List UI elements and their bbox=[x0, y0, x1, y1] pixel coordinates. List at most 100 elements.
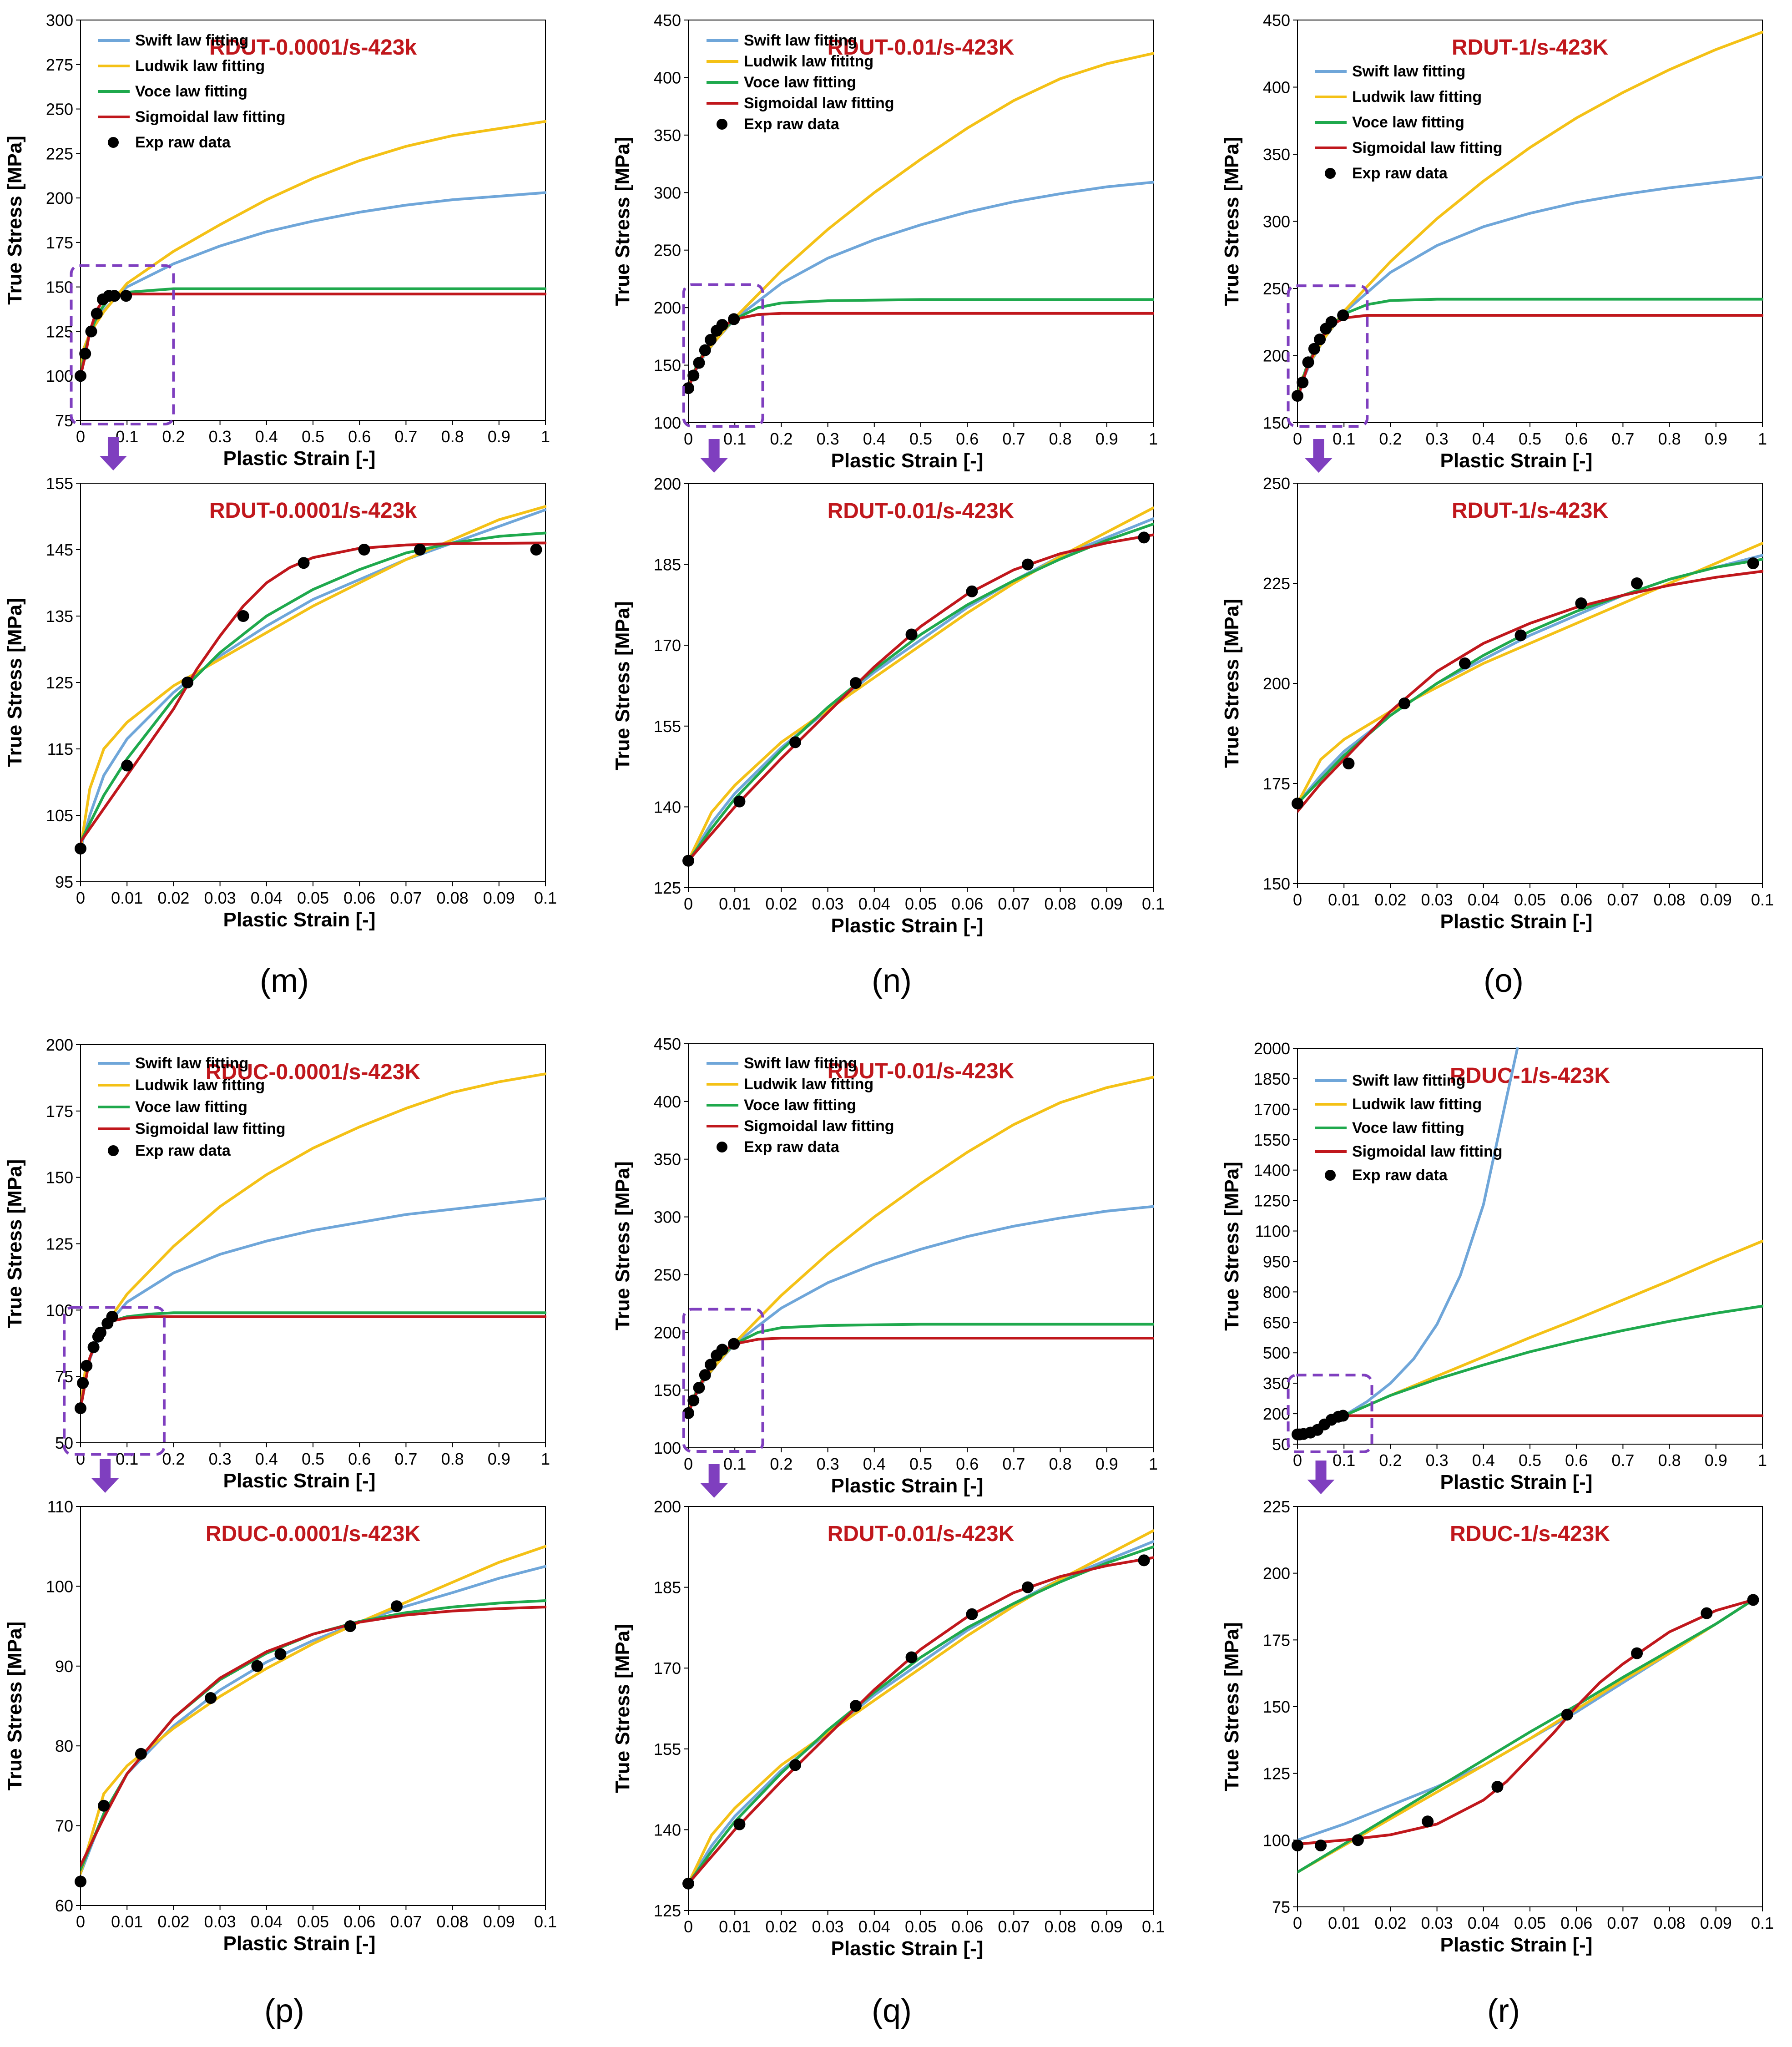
series-line-ludwik bbox=[1297, 1598, 1755, 1874]
y-tick-label: 100 bbox=[1263, 1831, 1290, 1850]
panel-label: (r) bbox=[1487, 1993, 1520, 2029]
y-tick-label: 60 bbox=[55, 1896, 73, 1915]
y-tick-label: 1850 bbox=[1254, 1070, 1290, 1088]
y-tick-label: 170 bbox=[654, 636, 681, 655]
y-axis-title: True Stress [MPa] bbox=[1221, 137, 1243, 306]
x-tick-label: 0.08 bbox=[1654, 890, 1686, 909]
x-tick-label: 0.6 bbox=[956, 1455, 979, 1473]
chart-title: RDUT-0.0001/s-423k bbox=[209, 35, 417, 60]
legend-label-swift: Swift law fitting bbox=[744, 1055, 857, 1072]
x-tick-label: 0.9 bbox=[488, 1450, 510, 1468]
y-tick-label: 100 bbox=[654, 1439, 681, 1457]
y-tick-label: 200 bbox=[654, 1323, 681, 1342]
y-tick-label: 400 bbox=[654, 1092, 681, 1111]
legend-marker-exp bbox=[1325, 1170, 1336, 1181]
x-axis-title: Plastic Strain [-] bbox=[223, 1470, 376, 1492]
y-axis-title: True Stress [MPa] bbox=[4, 136, 26, 305]
x-tick-label: 0.02 bbox=[1374, 1914, 1406, 1932]
x-tick-label: 0.5 bbox=[302, 1450, 324, 1468]
y-tick-label: 175 bbox=[46, 1102, 73, 1121]
data-point bbox=[135, 1748, 147, 1760]
x-tick-label: 0.04 bbox=[858, 895, 890, 913]
x-tick-label: 0.1 bbox=[723, 1455, 746, 1473]
x-tick-label: 1 bbox=[541, 427, 550, 446]
x-tick-label: 0.5 bbox=[1519, 1451, 1541, 1470]
data-point bbox=[966, 585, 978, 597]
x-axis-title: Plastic Strain [-] bbox=[831, 1937, 984, 1960]
y-tick-label: 135 bbox=[46, 607, 73, 626]
y-tick-label: 115 bbox=[47, 740, 73, 758]
y-axis-title: True Stress [MPa] bbox=[611, 1161, 634, 1330]
y-tick-label: 225 bbox=[1263, 1497, 1290, 1516]
legend: Swift law fitting Ludwik law fitting Voce … bbox=[1315, 63, 1503, 182]
x-tick-label: 0.1 bbox=[116, 1450, 138, 1468]
x-tick-label: 0.6 bbox=[1565, 430, 1588, 448]
zoom-box bbox=[1287, 284, 1369, 428]
x-tick-label: 0.02 bbox=[157, 889, 189, 907]
y-tick-label: 100 bbox=[46, 1301, 73, 1319]
series-line-voce bbox=[688, 522, 1154, 862]
x-tick-label: 0.03 bbox=[204, 1912, 236, 1931]
x-tick-label: 0 bbox=[1293, 430, 1302, 448]
data-point bbox=[705, 1359, 717, 1371]
x-tick-label: 0.03 bbox=[1421, 1914, 1453, 1932]
legend-label-exp: Exp raw data bbox=[1352, 1167, 1448, 1184]
y-axis-title: True Stress [MPa] bbox=[1221, 1162, 1243, 1331]
legend-label-sigmoidal: Sigmoidal law fitting bbox=[744, 95, 894, 112]
legend-label-voce: Voce law fitting bbox=[135, 83, 247, 100]
chart-title: RDUC-1/s-423K bbox=[1450, 1064, 1610, 1088]
x-tick-label: 0.06 bbox=[1560, 1914, 1592, 1932]
data-point bbox=[358, 544, 370, 556]
x-tick-label: 0.02 bbox=[157, 1912, 189, 1931]
x-tick-label: 0.1 bbox=[1333, 1451, 1355, 1470]
data-point bbox=[849, 677, 862, 689]
x-tick-label: 0.07 bbox=[390, 889, 422, 907]
data-point bbox=[237, 610, 249, 622]
chart-title: RDUT-1/s-423K bbox=[1452, 499, 1608, 523]
plot-area bbox=[80, 483, 546, 882]
series-group bbox=[1297, 542, 1763, 813]
data-point bbox=[682, 854, 694, 867]
y-tick-label: 450 bbox=[654, 1035, 681, 1053]
plot-area bbox=[688, 20, 1154, 423]
series-group bbox=[1297, 1598, 1755, 1874]
series-line-sigmoidal bbox=[688, 1556, 1154, 1885]
data-point bbox=[1422, 1815, 1434, 1828]
x-tick-label: 0.1 bbox=[534, 889, 557, 907]
panel-label: (n) bbox=[872, 963, 912, 999]
y-axis-title: True Stress [MPa] bbox=[4, 1622, 26, 1791]
chart-title: RDUT-0.01/s-423K bbox=[828, 35, 1015, 60]
data-point bbox=[682, 1877, 694, 1890]
x-tick-label: 0.06 bbox=[343, 889, 375, 907]
series-line-sigmoidal bbox=[81, 541, 546, 844]
y-tick-label: 200 bbox=[654, 475, 681, 493]
data-point bbox=[79, 348, 91, 360]
x-tick-label: 0.02 bbox=[765, 1917, 797, 1936]
x-tick-label: 0 bbox=[76, 1912, 85, 1931]
x-tick-label: 0.02 bbox=[1374, 890, 1406, 909]
y-tick-label: 800 bbox=[1263, 1283, 1290, 1301]
y-tick-label: 200 bbox=[654, 298, 681, 317]
legend-label-exp: Exp raw data bbox=[135, 134, 231, 151]
data-point bbox=[682, 382, 694, 394]
data-point bbox=[693, 357, 705, 369]
legend-label-ludwik: Ludwik law fitting bbox=[135, 1077, 265, 1094]
x-axis-title: Plastic Strain [-] bbox=[831, 915, 984, 937]
y-tick-label: 150 bbox=[46, 1168, 73, 1187]
y-tick-label: 275 bbox=[46, 56, 73, 74]
data-point bbox=[298, 557, 310, 569]
data-point bbox=[687, 369, 700, 382]
y-tick-label: 75 bbox=[55, 411, 73, 430]
x-tick-label: 0.9 bbox=[1705, 1451, 1727, 1470]
x-tick-label: 0.1 bbox=[116, 427, 138, 446]
x-tick-label: 0.09 bbox=[483, 1912, 515, 1931]
series-line-sigmoidal bbox=[81, 1606, 546, 1867]
y-tick-label: 250 bbox=[654, 241, 681, 260]
data-point bbox=[966, 1608, 978, 1620]
x-tick-label: 0.4 bbox=[255, 427, 278, 446]
y-tick-label: 200 bbox=[1263, 1405, 1290, 1423]
y-axis-title: True Stress [MPa] bbox=[4, 598, 26, 767]
data-point bbox=[1398, 697, 1411, 709]
data-point bbox=[1325, 316, 1338, 328]
data-point bbox=[1631, 1647, 1643, 1659]
